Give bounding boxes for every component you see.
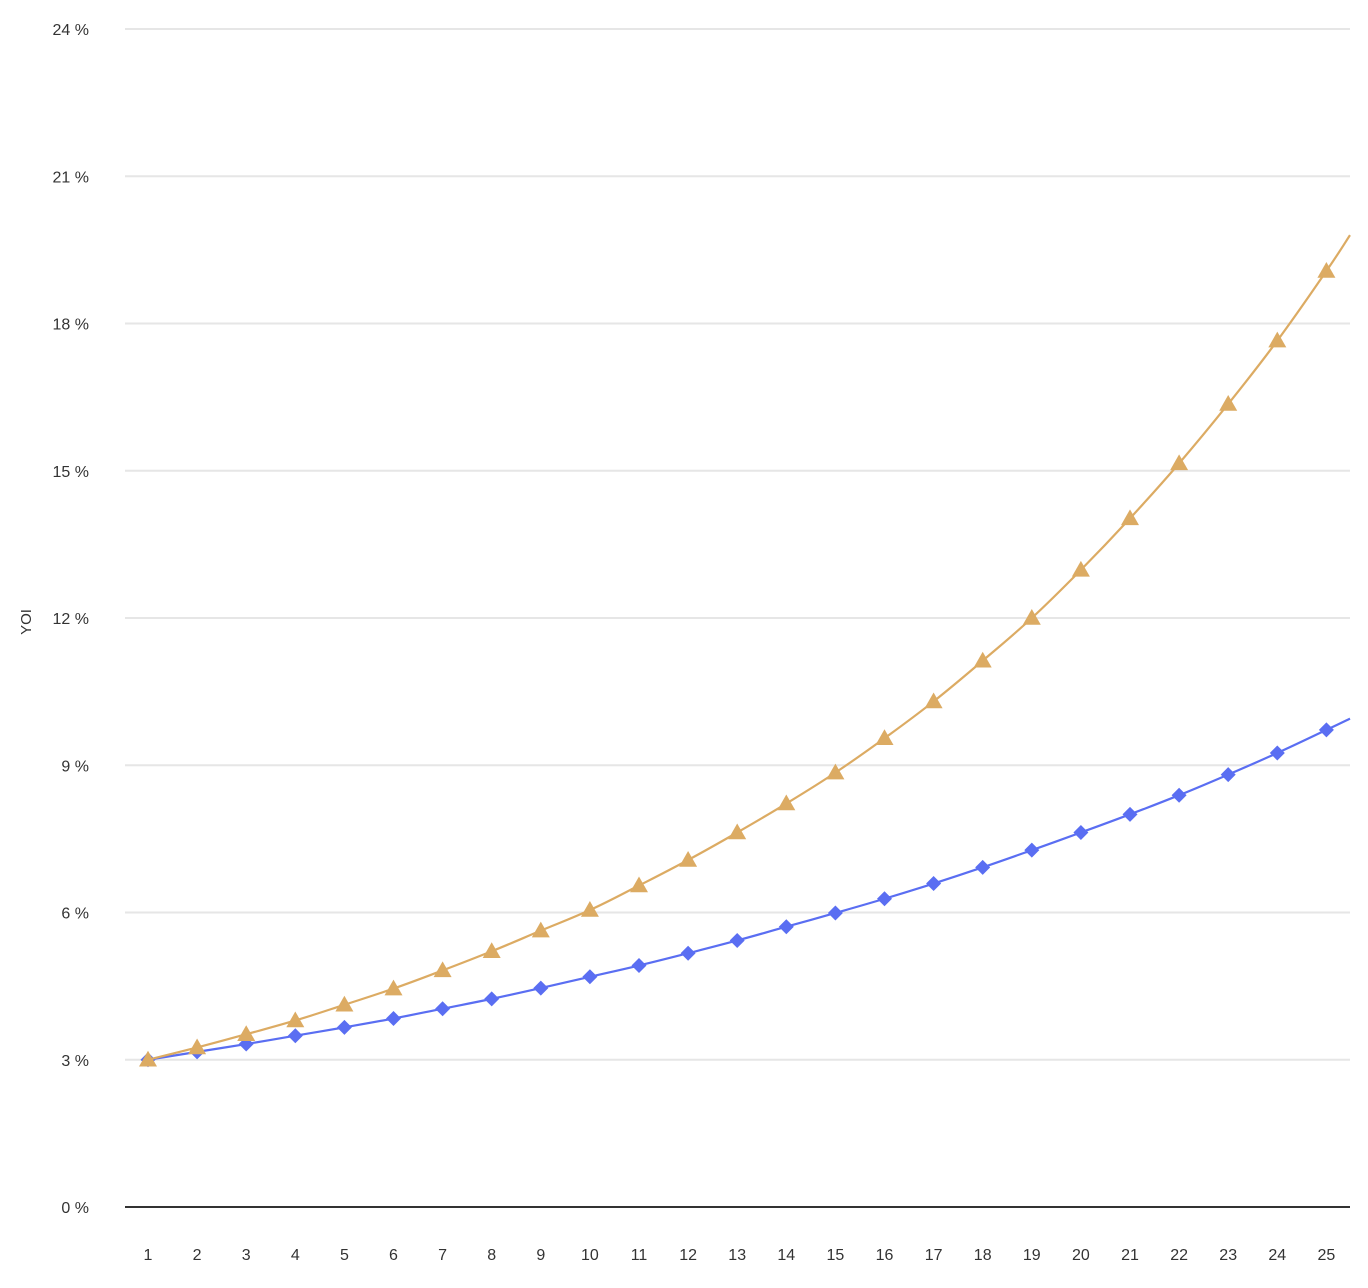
- data-point: [1219, 394, 1238, 411]
- data-point: [386, 1011, 401, 1027]
- data-point: [680, 945, 696, 961]
- x-tick-label: 15: [827, 1247, 845, 1264]
- data-point: [679, 850, 698, 867]
- data-point: [630, 876, 648, 893]
- data-point: [827, 905, 843, 921]
- data-point: [139, 1050, 157, 1067]
- data-point: [877, 891, 892, 907]
- x-tick-label: 1: [144, 1247, 153, 1264]
- data-point: [1121, 509, 1139, 526]
- y-tick-label: 21 %: [53, 169, 89, 186]
- data-point: [778, 919, 794, 935]
- data-point: [433, 961, 452, 978]
- x-tick-label: 20: [1072, 1247, 1090, 1264]
- x-tick-label: 11: [631, 1247, 648, 1264]
- data-point: [975, 859, 991, 875]
- data-point: [1269, 745, 1285, 761]
- data-point: [1170, 454, 1189, 471]
- data-point: [582, 969, 598, 985]
- data-point: [531, 921, 550, 938]
- x-tick-label: 9: [536, 1247, 545, 1264]
- data-point: [335, 995, 354, 1012]
- x-tick-label: 8: [487, 1247, 496, 1264]
- y-tick-labels: 0 % 3 % 6 % 9 % 12 % 15 % 18 % 21 % 24 %: [53, 22, 89, 1217]
- y-tick-label: 12 %: [53, 611, 89, 628]
- data-point: [336, 1019, 352, 1035]
- data-point: [1268, 331, 1287, 348]
- y-tick-label: 0 %: [61, 1200, 89, 1217]
- y-tick-label: 3 %: [61, 1053, 89, 1070]
- y-tick-label: 6 %: [61, 906, 89, 923]
- y-tick-label: 24 %: [53, 22, 89, 39]
- x-tick-label: 3: [242, 1247, 251, 1264]
- data-point: [924, 692, 943, 709]
- data-point: [237, 1025, 256, 1041]
- data-point: [728, 823, 747, 840]
- x-tick-label: 7: [438, 1247, 447, 1264]
- data-point: [1122, 806, 1138, 822]
- data-point: [875, 729, 894, 746]
- data-point: [1220, 767, 1236, 783]
- series-line: [147, 234, 1351, 1061]
- data-point: [1024, 842, 1040, 858]
- x-tick-label: 5: [340, 1247, 349, 1264]
- data-point: [1071, 560, 1090, 577]
- data-point: [973, 651, 992, 668]
- data-point: [482, 942, 501, 959]
- y-tick-label: 15 %: [53, 464, 89, 481]
- x-tick-label: 6: [389, 1247, 398, 1264]
- x-tick-label: 18: [974, 1247, 992, 1264]
- data-point: [1022, 609, 1041, 625]
- series-diamond: [140, 717, 1351, 1068]
- data-point: [926, 876, 942, 892]
- data-point: [777, 794, 796, 811]
- x-tick-label: 13: [728, 1247, 746, 1264]
- data-point: [484, 991, 500, 1007]
- data-point: [729, 932, 745, 948]
- gridlines: [125, 28, 1350, 1208]
- series-line: [147, 717, 1351, 1061]
- y-tick-label: 18 %: [53, 317, 89, 334]
- data-point: [188, 1038, 207, 1055]
- y-axis-label: YOI: [18, 609, 35, 635]
- data-point: [1318, 722, 1334, 738]
- x-tick-label: 17: [925, 1247, 943, 1264]
- data-point: [435, 1001, 451, 1017]
- data-point: [287, 1028, 303, 1044]
- x-tick-label: 2: [193, 1247, 202, 1264]
- x-tick-label: 16: [876, 1247, 894, 1264]
- x-tick-labels: 1 2 3 4 5 6 7 8 9 10 11 12 13 14 15 16 17 18 19 20 21 22 23 24 2…: [144, 1247, 1336, 1264]
- x-tick-label: 19: [1023, 1247, 1041, 1264]
- x-tick-label: 14: [777, 1247, 795, 1264]
- y-tick-label: 9 %: [61, 758, 89, 775]
- x-tick-label: 12: [679, 1247, 697, 1264]
- data-point: [533, 980, 549, 996]
- x-tick-label: 4: [291, 1247, 300, 1264]
- data-point: [1317, 261, 1336, 278]
- data-point: [286, 1011, 305, 1028]
- data-point: [826, 763, 845, 780]
- x-tick-label: 23: [1219, 1247, 1237, 1264]
- x-tick-label: 22: [1170, 1247, 1188, 1264]
- data-point: [631, 958, 647, 974]
- series-layer: [139, 234, 1351, 1068]
- data-point: [1073, 824, 1089, 840]
- x-tick-label: 21: [1121, 1247, 1139, 1264]
- data-point: [1171, 787, 1187, 803]
- series-triangle: [139, 234, 1351, 1067]
- y-axis-title: YOI: [18, 609, 35, 635]
- x-tick-label: 10: [581, 1247, 599, 1264]
- data-point: [580, 901, 599, 917]
- x-tick-label: 25: [1318, 1247, 1336, 1264]
- x-tick-label: 24: [1268, 1247, 1286, 1264]
- data-point: [384, 979, 403, 996]
